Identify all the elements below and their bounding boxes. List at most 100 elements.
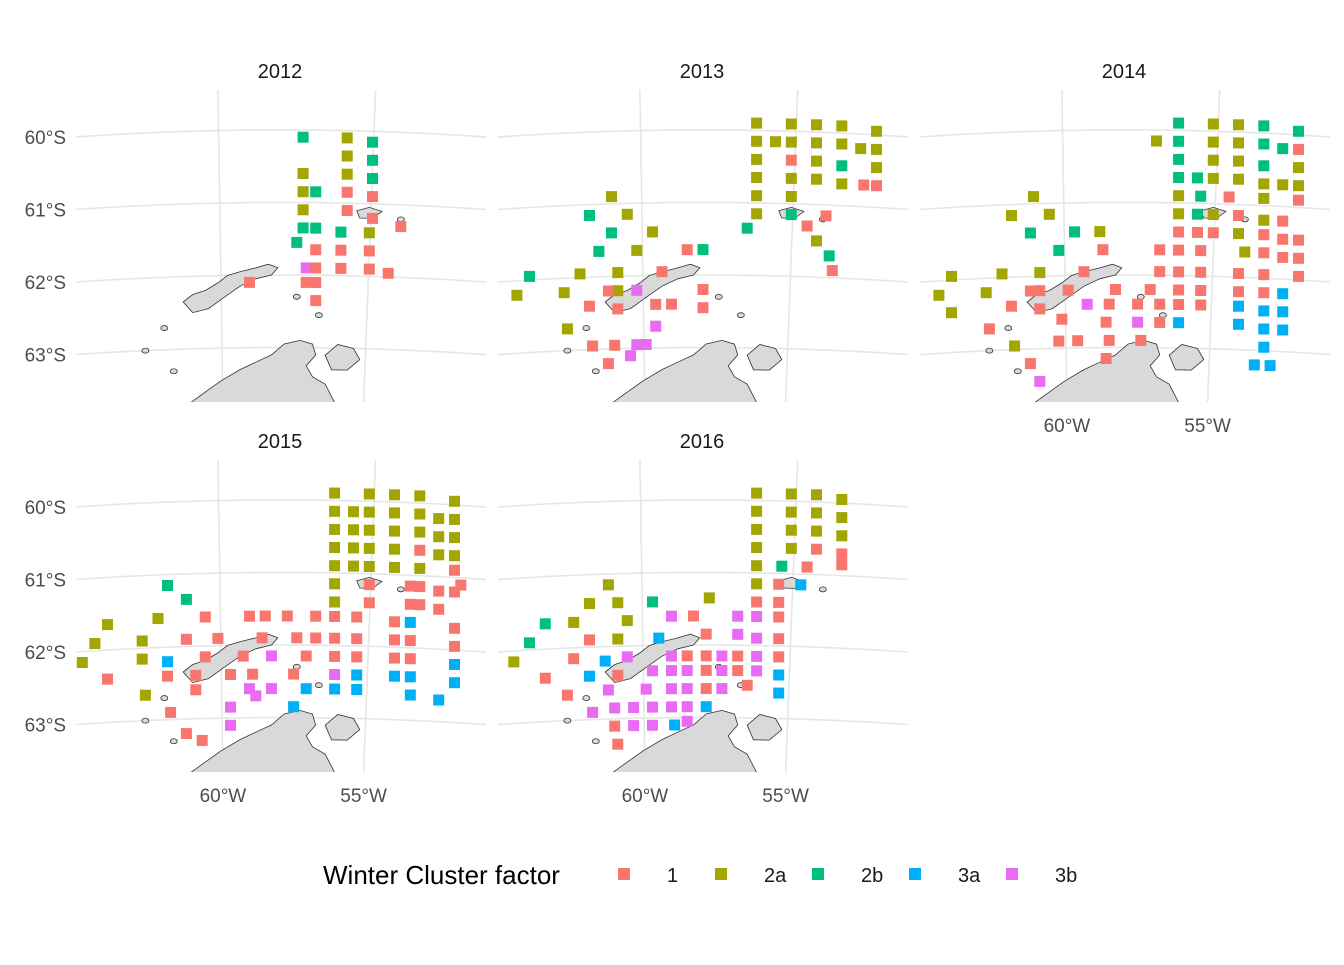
data-point-1 bbox=[1144, 284, 1156, 296]
data-point-1 bbox=[568, 653, 580, 665]
data-point-2a bbox=[1173, 190, 1185, 202]
data-point-2a bbox=[811, 137, 822, 149]
data-point-2a bbox=[751, 208, 763, 220]
data-point-2a bbox=[329, 596, 341, 608]
data-point-1 bbox=[1024, 285, 1036, 297]
data-point-2a bbox=[836, 530, 848, 542]
data-point-3b bbox=[609, 702, 621, 714]
data-point-1 bbox=[1154, 316, 1166, 328]
data-point-3b bbox=[1081, 298, 1093, 310]
data-point-1 bbox=[259, 610, 271, 622]
data-point-2a bbox=[414, 490, 426, 502]
data-point-1 bbox=[414, 599, 426, 611]
data-point-1 bbox=[1100, 353, 1112, 364]
data-points bbox=[244, 131, 407, 307]
data-point-2a bbox=[558, 287, 570, 299]
data-point-1 bbox=[801, 561, 813, 573]
islet-shape bbox=[736, 312, 745, 319]
data-point-1 bbox=[404, 598, 416, 610]
data-point-2a bbox=[785, 488, 797, 500]
data-point-2a bbox=[612, 633, 624, 645]
data-point-2a bbox=[980, 287, 992, 299]
data-point-2a bbox=[631, 244, 643, 256]
data-point-3b bbox=[716, 665, 728, 676]
data-point-2a bbox=[946, 270, 957, 282]
data-point-2b bbox=[367, 136, 378, 148]
data-point-1 bbox=[310, 295, 322, 307]
data-point-2a bbox=[811, 489, 822, 501]
parallel-line bbox=[76, 499, 486, 508]
data-point-1 bbox=[1277, 233, 1289, 245]
legend-swatch bbox=[1006, 868, 1018, 880]
islet-shape bbox=[985, 347, 994, 354]
data-point-2b bbox=[1173, 172, 1185, 183]
data-point-1 bbox=[773, 596, 785, 608]
data-point-2b bbox=[697, 244, 709, 256]
data-point-2a bbox=[836, 494, 848, 505]
data-point-3b bbox=[225, 701, 236, 713]
data-point-1 bbox=[329, 632, 341, 644]
data-point-2a bbox=[1207, 154, 1219, 166]
data-point-2a bbox=[341, 150, 353, 162]
data-point-3b bbox=[650, 320, 662, 332]
panel-title: 2015 bbox=[258, 431, 303, 453]
legend-entry-2b: 2b bbox=[812, 865, 883, 887]
legend-items: 1 2a 2b 3a 3b bbox=[618, 865, 1077, 887]
data-point-1 bbox=[1024, 358, 1036, 370]
data-point-2a bbox=[751, 542, 763, 553]
data-point-2a bbox=[449, 513, 460, 525]
data-point-2b bbox=[593, 245, 605, 257]
data-point-2a bbox=[996, 268, 1008, 280]
data-point-1 bbox=[212, 632, 224, 644]
data-point-2b bbox=[367, 154, 378, 166]
parallel-line bbox=[498, 129, 908, 138]
landmass bbox=[985, 206, 1249, 402]
data-point-1 bbox=[871, 180, 882, 192]
landmass bbox=[563, 576, 827, 772]
islet-shape bbox=[396, 586, 405, 593]
legend-label: 1 bbox=[667, 865, 678, 887]
data-point-2a bbox=[76, 657, 88, 668]
data-point-1 bbox=[1097, 244, 1109, 256]
data-point-2a bbox=[770, 136, 781, 148]
data-point-1 bbox=[1293, 143, 1304, 155]
data-point-2b bbox=[1293, 125, 1304, 137]
panel-title: 2014 bbox=[1102, 61, 1147, 83]
lat-tick-label: 62°S bbox=[25, 273, 66, 294]
data-point-1 bbox=[329, 650, 341, 662]
data-point-1 bbox=[697, 284, 709, 295]
data-point-2b bbox=[297, 131, 309, 143]
parallel-line bbox=[76, 274, 486, 283]
islet-shape bbox=[292, 293, 301, 300]
islet-shape bbox=[160, 695, 169, 701]
data-point-1 bbox=[681, 650, 693, 662]
islet-shape bbox=[582, 695, 591, 701]
island-shape bbox=[1026, 263, 1123, 314]
data-point-3b bbox=[628, 702, 640, 713]
data-point-2a bbox=[433, 531, 445, 543]
data-point-1 bbox=[1293, 194, 1304, 206]
data-point-2a bbox=[136, 635, 148, 647]
data-point-2a bbox=[855, 143, 867, 155]
data-point-1 bbox=[433, 603, 445, 615]
legend-label: 3b bbox=[1055, 865, 1077, 887]
data-point-2a bbox=[751, 190, 763, 202]
data-point-3b bbox=[751, 632, 763, 644]
data-point-1 bbox=[700, 628, 712, 640]
data-point-2b bbox=[297, 222, 309, 234]
data-point-1 bbox=[199, 651, 211, 663]
data-point-1 bbox=[1195, 285, 1207, 296]
data-point-1 bbox=[561, 689, 573, 701]
panel-title: 2013 bbox=[680, 61, 725, 83]
data-point-2a bbox=[811, 173, 822, 185]
data-point-1 bbox=[983, 323, 995, 335]
data-point-1 bbox=[773, 633, 785, 645]
data-point-2a bbox=[836, 120, 848, 132]
data-point-1 bbox=[310, 610, 322, 622]
data-point-1 bbox=[609, 720, 621, 732]
data-point-1 bbox=[1103, 298, 1115, 310]
data-point-2a bbox=[785, 118, 797, 130]
data-point-2a bbox=[1207, 209, 1219, 221]
parallel-line bbox=[920, 201, 1330, 211]
